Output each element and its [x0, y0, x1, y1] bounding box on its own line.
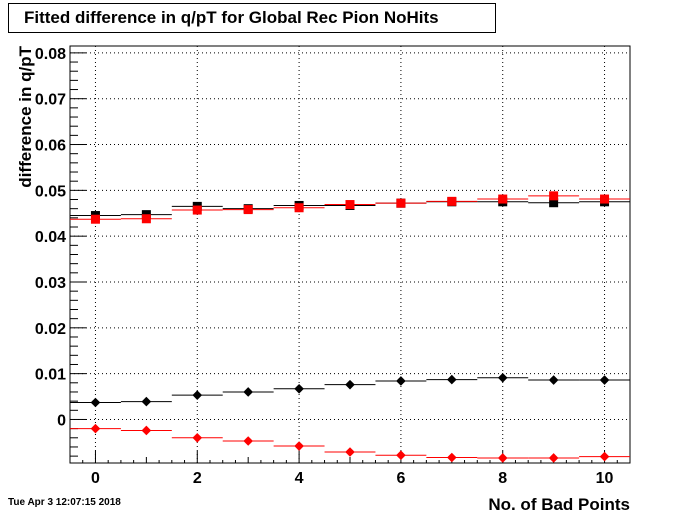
data-point-square — [600, 194, 610, 204]
data-point-diamond — [141, 425, 152, 436]
y-tick-label: 0 — [57, 412, 66, 429]
data-point-diamond — [447, 452, 457, 463]
x-tick-label: 2 — [193, 470, 202, 487]
x-tick-label: 8 — [498, 470, 507, 487]
y-tick-label: 0.03 — [35, 275, 66, 292]
data-point-square — [294, 203, 304, 213]
x-axis-label: No. of Bad Points — [488, 495, 630, 514]
data-point-diamond — [599, 375, 610, 385]
data-point-diamond — [345, 379, 355, 390]
timestamp: Tue Apr 3 12:07:15 2018 — [8, 497, 121, 508]
data-point-square — [243, 205, 253, 215]
data-point-diamond — [497, 453, 508, 463]
series-2 — [70, 191, 630, 224]
data-point-diamond — [294, 441, 304, 451]
data-point-square — [549, 198, 559, 208]
data-point-square — [192, 205, 202, 215]
x-tick-label: 0 — [91, 470, 100, 487]
data-point-diamond — [192, 390, 203, 400]
x-tick-label: 10 — [596, 470, 614, 487]
data-point-diamond — [548, 375, 559, 385]
data-point-square — [396, 198, 406, 208]
data-point-diamond — [90, 397, 101, 408]
data-series — [70, 191, 630, 463]
y-tick-label: 0.05 — [35, 183, 66, 200]
data-point-diamond — [192, 432, 203, 443]
data-point-diamond — [396, 450, 406, 461]
x-tick-label: 6 — [396, 470, 405, 487]
data-point-diamond — [90, 423, 101, 434]
data-point-square — [447, 196, 457, 206]
y-tick-label: 0.01 — [35, 367, 66, 384]
data-point-square — [549, 191, 559, 201]
data-point-diamond — [548, 453, 559, 463]
x-tick-label: 4 — [295, 470, 304, 487]
y-tick-label: 0.04 — [35, 229, 66, 246]
chart-title: Fitted difference in q/pT for Global Rec… — [8, 3, 496, 33]
y-tick-label: 0.06 — [35, 138, 66, 155]
data-point-diamond — [243, 387, 253, 397]
data-point-square — [141, 214, 151, 224]
plot-frame — [69, 45, 631, 464]
data-point-diamond — [447, 374, 457, 385]
y-axis-label: difference in q/pT — [16, 45, 35, 187]
data-point-square — [498, 194, 508, 204]
series-3 — [70, 372, 630, 408]
axis-ticks: 0 2 4 6 8 10 0 0.01 0.02 0.03 0.04 0.05 0.06 0.07 0.08 — [35, 46, 631, 487]
plot-area-border — [69, 45, 631, 464]
data-point-square — [90, 214, 100, 224]
data-point-diamond — [497, 372, 508, 383]
data-point-diamond — [243, 436, 253, 446]
data-point-diamond — [141, 396, 152, 407]
grid-lines — [70, 46, 630, 463]
data-point-diamond — [345, 447, 355, 457]
y-tick-label: 0.02 — [35, 321, 66, 338]
chart-title-text: Fitted difference in q/pT for Global Rec… — [24, 8, 439, 27]
y-tick-label: 0.08 — [35, 46, 66, 63]
data-point-diamond — [294, 383, 304, 394]
y-tick-label: 0.07 — [35, 92, 66, 109]
data-point-diamond — [396, 376, 406, 386]
data-point-square — [345, 200, 355, 210]
data-point-diamond — [599, 451, 610, 462]
series-4 — [70, 423, 630, 463]
